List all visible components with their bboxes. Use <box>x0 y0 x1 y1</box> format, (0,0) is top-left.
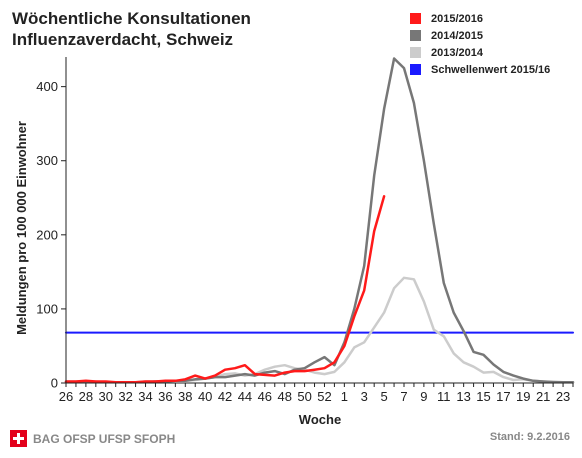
x-tick-label: 28 <box>79 389 93 404</box>
x-tick-label: 3 <box>361 389 368 404</box>
footer-org: BAG OFSP UFSP SFOPH <box>10 430 175 447</box>
x-tick-label: 50 <box>297 389 311 404</box>
x-tick-label: 1 <box>341 389 348 404</box>
x-tick-label: 46 <box>258 389 272 404</box>
legend-swatch <box>410 47 421 58</box>
y-tick-label: 200 <box>36 227 58 242</box>
legend-item: 2014/2015 <box>410 27 550 44</box>
stand-date: Stand: 9.2.2016 <box>489 431 570 443</box>
series-line <box>64 57 575 384</box>
x-tick-label: 17 <box>496 389 510 404</box>
y-axis-title: Meldungen pro 100 000 Einwohner <box>14 121 29 335</box>
x-axis-title: Woche <box>299 412 341 427</box>
x-tick-label: 5 <box>381 389 388 404</box>
x-tick-label: 13 <box>456 389 470 404</box>
x-tick-label: 21 <box>536 389 550 404</box>
org-name: BAG OFSP UFSP SFOPH <box>33 431 176 446</box>
x-tick-label: 19 <box>516 389 530 404</box>
legend-item: 2015/2016 <box>410 10 550 27</box>
x-tick-label: 32 <box>118 389 132 404</box>
x-tick-label: 36 <box>158 389 172 404</box>
swiss-cross-icon <box>10 430 27 447</box>
title-line-1: Wöchentliche Konsultationen <box>12 9 251 28</box>
legend-swatch <box>410 13 421 24</box>
x-tick-label: 23 <box>556 389 570 404</box>
x-tick-label: 34 <box>138 389 152 404</box>
title-line-2: Influenzaverdacht, Schweiz <box>12 30 234 49</box>
x-tick-label: 26 <box>59 389 73 404</box>
y-tick-label: 300 <box>36 153 58 168</box>
x-tick-label: 9 <box>420 389 427 404</box>
x-tick-label: 52 <box>317 389 331 404</box>
x-tick-label: 38 <box>178 389 192 404</box>
x-tick-label: 11 <box>437 389 451 404</box>
legend-label: 2014/2015 <box>431 29 483 42</box>
legend-swatch <box>410 30 421 41</box>
x-tick-label: 15 <box>476 389 490 404</box>
axes-layer: 0 100 200 300 400 26 28 30 32 34 36 38 40 42 44 46 48 50 5… <box>36 57 574 404</box>
legend-swatch <box>410 64 421 75</box>
legend-item: Schwellenwert 2015/16 <box>410 61 550 78</box>
chart-legend: 2015/2016 2014/2015 2013/2014 Schwellenwert… <box>410 10 550 78</box>
legend-label: 2015/2016 <box>431 12 483 25</box>
series-layer <box>64 57 575 384</box>
series-line <box>64 195 386 384</box>
y-tick-label: 0 <box>51 376 58 391</box>
legend-item: 2013/2014 <box>410 44 550 61</box>
y-tick-label: 400 <box>36 79 58 94</box>
x-tick-label: 40 <box>198 389 212 404</box>
legend-label: Schwellenwert 2015/16 <box>431 63 551 76</box>
x-tick-label: 42 <box>218 389 232 404</box>
chart-title: Wöchentliche Konsultationen Influenzaver… <box>12 8 251 50</box>
x-tick-label: 48 <box>277 389 291 404</box>
legend-label: 2013/2014 <box>431 46 483 59</box>
x-tick-label: 30 <box>99 389 113 404</box>
y-tick-label: 100 <box>36 301 58 316</box>
x-tick-label: 7 <box>400 389 407 404</box>
x-tick-label: 44 <box>238 389 252 404</box>
